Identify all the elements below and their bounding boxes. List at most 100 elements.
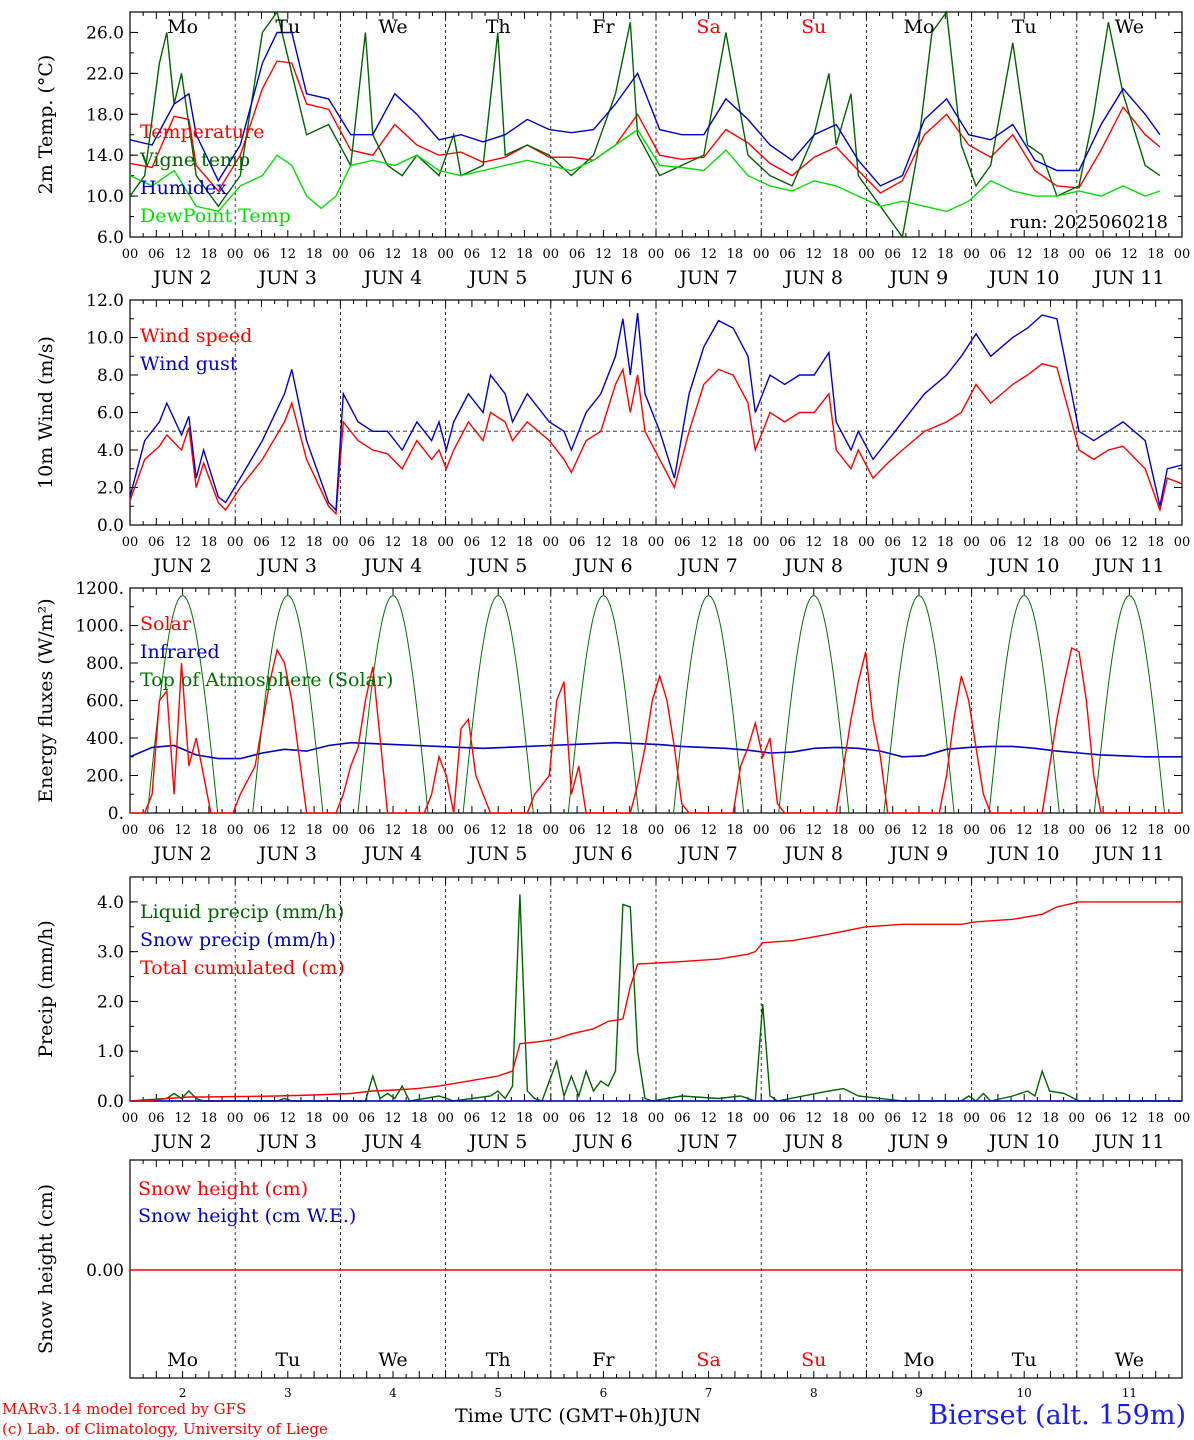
infrared-line xyxy=(129,741,1182,760)
y-tick-label: 14.0 xyxy=(86,146,124,166)
hour-tick-label: 00 xyxy=(648,535,665,550)
series-line xyxy=(130,646,1182,814)
y-tick-label: 200. xyxy=(86,767,124,787)
hour-tick-label: 12 xyxy=(174,535,191,550)
y-tick-label: 10.0 xyxy=(86,329,124,349)
y-tick-label: 400. xyxy=(86,729,124,749)
hour-tick-label: 00 xyxy=(753,535,770,550)
hour-tick-label: 12 xyxy=(490,1111,507,1126)
hour-tick-label: 06 xyxy=(884,247,901,262)
date-label: JUN 6 xyxy=(572,1131,632,1153)
hour-tick-label: 00 xyxy=(1174,535,1191,550)
hour-tick-label: 00 xyxy=(753,823,770,838)
hour-tick-label: 12 xyxy=(174,823,191,838)
legend-entry: Temperature xyxy=(140,121,264,143)
hour-tick-label: 00 xyxy=(858,535,875,550)
hour-tick-label: 12 xyxy=(174,247,191,262)
hour-tick-label: 00 xyxy=(753,1111,770,1126)
toa-solar-line xyxy=(252,594,324,814)
date-label: JUN 11 xyxy=(1092,1131,1164,1153)
legend-entry: DewPoint Temp xyxy=(140,205,291,227)
hour-tick-label: 18 xyxy=(1147,823,1164,838)
date-label: JUN 8 xyxy=(783,555,843,577)
hour-tick-label: 00 xyxy=(1069,535,1086,550)
day-name-label: Mo xyxy=(904,16,935,38)
hour-tick-label: 06 xyxy=(779,247,796,262)
date-label: JUN 5 xyxy=(467,1131,527,1153)
hour-tick-label: 06 xyxy=(253,1111,270,1126)
hour-tick-label: 00 xyxy=(1174,247,1191,262)
hour-tick-label: 06 xyxy=(464,823,481,838)
hour-tick-label: 18 xyxy=(727,247,744,262)
series-line xyxy=(129,10,1161,239)
date-label: JUN 7 xyxy=(677,1131,737,1153)
hour-tick-label: 12 xyxy=(490,535,507,550)
x-axis-month: JUN xyxy=(660,1405,701,1427)
hour-tick-label: 12 xyxy=(700,247,717,262)
hour-tick-label: 18 xyxy=(937,823,954,838)
hour-tick-label: 00 xyxy=(332,535,349,550)
date-label: JUN 10 xyxy=(987,843,1059,865)
hour-tick-label: 18 xyxy=(306,247,323,262)
hour-tick-label: 12 xyxy=(385,247,402,262)
hour-tick-label: 00 xyxy=(858,247,875,262)
day-name-label: Th xyxy=(486,16,511,38)
hour-tick-label: 12 xyxy=(385,823,402,838)
day-number-label: 6 xyxy=(600,1386,608,1400)
y-tick-label: 1200. xyxy=(75,579,124,599)
y-tick-label: 6.0 xyxy=(97,404,124,424)
hour-tick-label: 06 xyxy=(253,823,270,838)
y-tick-label: 10.0 xyxy=(86,187,124,207)
date-label: JUN 10 xyxy=(987,267,1059,289)
run-annotation: run: 2025060218 xyxy=(1010,212,1168,233)
hour-tick-label: 00 xyxy=(437,247,454,262)
hour-tick-label: 12 xyxy=(490,247,507,262)
toa-solar-line xyxy=(567,594,639,814)
hour-tick-label: 06 xyxy=(884,1111,901,1126)
y-tick-label: 1.0 xyxy=(97,1042,124,1062)
hour-tick-label: 00 xyxy=(543,247,560,262)
hour-tick-label: 18 xyxy=(832,823,849,838)
date-label: JUN 3 xyxy=(257,1131,317,1153)
legend-entry: Liquid precip (mm/h) xyxy=(140,901,344,923)
hour-tick-label: 06 xyxy=(990,535,1007,550)
legend-entry: Solar xyxy=(140,613,192,635)
y-axis-label: Precip (mm/h) xyxy=(35,920,57,1058)
hour-tick-label: 06 xyxy=(990,247,1007,262)
hour-tick-label: 00 xyxy=(122,535,139,550)
hour-tick-label: 00 xyxy=(963,823,980,838)
hour-tick-label: 18 xyxy=(1147,535,1164,550)
hour-tick-label: 06 xyxy=(779,1111,796,1126)
date-label: JUN 9 xyxy=(888,555,948,577)
hour-tick-label: 00 xyxy=(858,1111,875,1126)
lab-credit: (c) Lab. of Climatology, University of L… xyxy=(2,1420,328,1438)
hour-tick-label: 06 xyxy=(990,1111,1007,1126)
hour-tick-label: 00 xyxy=(543,1111,560,1126)
hour-tick-label: 06 xyxy=(464,1111,481,1126)
hour-tick-label: 12 xyxy=(1016,247,1033,262)
hour-tick-label: 12 xyxy=(280,247,297,262)
legend-entry: Humidex xyxy=(140,177,227,199)
date-label: JUN 5 xyxy=(467,843,527,865)
day-name-label: Th xyxy=(486,1349,511,1371)
hour-tick-label: 06 xyxy=(358,1111,375,1126)
hour-tick-label: 12 xyxy=(280,535,297,550)
legend-entry: Wind speed xyxy=(140,325,252,347)
date-label: JUN 2 xyxy=(151,555,211,577)
day-name-label: Mo xyxy=(167,16,198,38)
y-tick-label: 600. xyxy=(86,692,124,712)
hour-tick-label: 18 xyxy=(727,535,744,550)
station-label: Bierset (alt. 159m) xyxy=(928,1400,1186,1431)
y-tick-label: 4.0 xyxy=(97,893,124,913)
hour-tick-label: 18 xyxy=(1042,247,1059,262)
hour-tick-label: 12 xyxy=(806,535,823,550)
hour-tick-label: 06 xyxy=(674,1111,691,1126)
date-label: JUN 2 xyxy=(151,1131,211,1153)
hour-tick-label: 06 xyxy=(1095,1111,1112,1126)
day-name-label: We xyxy=(378,1349,407,1371)
legend-entry: Vigne temp xyxy=(139,149,250,171)
toa-solar-line xyxy=(673,594,745,814)
toa-solar-line xyxy=(462,594,534,814)
hour-tick-label: 18 xyxy=(937,1111,954,1126)
